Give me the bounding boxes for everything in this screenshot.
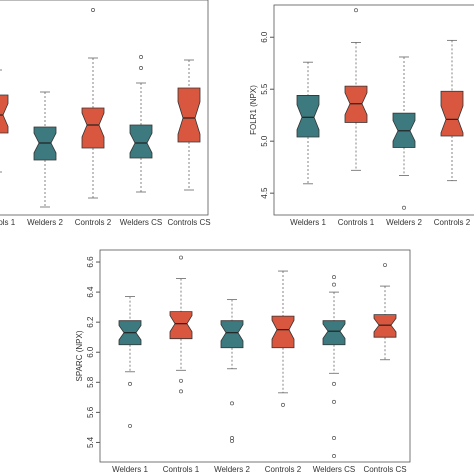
outlier	[383, 263, 387, 267]
box	[220, 320, 244, 349]
y-tick-label: 5.6	[86, 406, 95, 418]
outlier	[128, 423, 132, 428]
y-axis-label: SPARC (NPX)	[75, 330, 84, 381]
x-tick-label: Controls 1	[338, 218, 375, 227]
x-tick-label: Welders 2	[27, 218, 63, 227]
x-tick-label: Controls CS	[167, 218, 210, 227]
outlier	[332, 275, 336, 280]
box	[440, 90, 464, 137]
outlier	[332, 381, 336, 386]
outlier	[332, 399, 336, 404]
y-tick-label: 4.5	[260, 187, 269, 199]
x-tick-label: Controls 1	[0, 218, 16, 227]
outlier	[332, 454, 336, 458]
x-tick-label: Welders 1	[290, 218, 326, 227]
x-tick-label: Welders 1	[112, 465, 148, 474]
y-tick-label: 5.4	[86, 436, 95, 448]
y-tick-label: 5.0	[260, 135, 269, 147]
box	[271, 315, 295, 349]
outlier	[230, 401, 234, 406]
y-tick-label: 5.8	[86, 376, 95, 388]
box	[129, 124, 153, 159]
box	[373, 314, 397, 338]
y-axis-label: FOLR1 (NPX)	[249, 85, 258, 135]
outlier	[139, 66, 143, 70]
outlier	[128, 381, 132, 386]
plot-frame	[0, 0, 209, 216]
x-tick-label: Controls 2	[434, 218, 471, 227]
x-tick-label: Controls 2	[265, 465, 302, 474]
outlier	[332, 435, 336, 440]
outlier	[354, 8, 358, 13]
box	[81, 107, 105, 149]
y-tick-label: 5.5	[260, 83, 269, 95]
box	[169, 311, 193, 340]
y-tick-label: 6.4	[86, 286, 95, 298]
outlier	[402, 205, 406, 210]
outlier	[179, 378, 183, 383]
y-tick-label: 6.2	[86, 316, 95, 328]
outlier	[332, 282, 336, 287]
outlier	[281, 402, 285, 407]
box	[177, 87, 201, 143]
y-tick-label: 6.0	[86, 346, 95, 358]
x-tick-label: Welders 2	[386, 218, 422, 227]
plot-frame	[99, 249, 411, 463]
x-tick-label: Welders 2	[214, 465, 250, 474]
outlier	[139, 55, 143, 59]
x-tick-label: Controls 2	[75, 218, 112, 227]
outlier	[91, 8, 95, 12]
box	[0, 94, 9, 134]
outlier	[179, 389, 183, 394]
x-tick-label: Welders CS	[313, 465, 356, 474]
y-tick-label: 6.6	[86, 256, 95, 268]
x-tick-label: Controls CS	[363, 465, 406, 474]
box	[296, 95, 320, 138]
y-tick-label: 6.0	[260, 31, 269, 43]
plot-frame	[273, 4, 474, 216]
x-tick-label: Welders CS	[120, 218, 163, 227]
outlier	[230, 439, 234, 443]
outlier	[179, 255, 183, 260]
x-tick-label: Controls 1	[163, 465, 200, 474]
box	[322, 320, 346, 346]
